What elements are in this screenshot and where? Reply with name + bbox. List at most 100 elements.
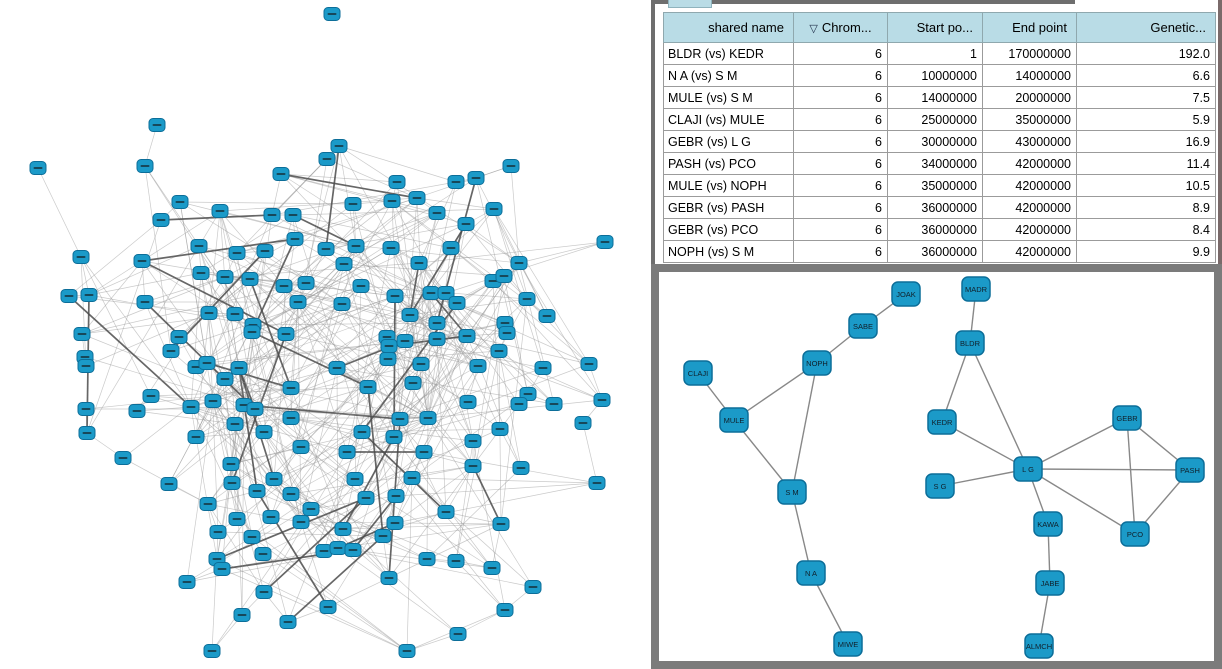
network-node[interactable] — [213, 562, 231, 576]
value-cell[interactable]: 34000000 — [887, 152, 983, 175]
network-node[interactable] — [467, 171, 485, 185]
network-node[interactable]: L G — [1013, 456, 1043, 482]
network-node[interactable] — [329, 541, 347, 555]
network-node[interactable]: GEBR — [1112, 405, 1142, 431]
network-node[interactable] — [491, 422, 509, 436]
value-cell[interactable]: 6 — [793, 240, 888, 263]
value-cell[interactable]: 6.6 — [1076, 64, 1216, 87]
network-node[interactable] — [391, 412, 409, 426]
value-cell[interactable]: 36000000 — [887, 218, 983, 241]
network-node[interactable] — [534, 361, 552, 375]
edge-name-cell[interactable]: NOPH (vs) S M — [663, 240, 794, 263]
value-cell[interactable]: 1 — [887, 42, 983, 65]
value-cell[interactable]: 6 — [793, 152, 888, 175]
value-cell[interactable]: 8.4 — [1076, 218, 1216, 241]
network-node[interactable] — [233, 608, 251, 622]
edge-name-cell[interactable]: MULE (vs) S M — [663, 86, 794, 109]
network-node[interactable] — [170, 330, 188, 344]
network-edge[interactable] — [1027, 417, 1128, 470]
network-node[interactable] — [442, 241, 460, 255]
value-cell[interactable]: 16.9 — [1076, 130, 1216, 153]
column-header-end-point[interactable]: End point — [982, 12, 1077, 43]
network-node[interactable] — [275, 279, 293, 293]
value-cell[interactable]: 8.9 — [1076, 196, 1216, 219]
network-node[interactable] — [396, 334, 414, 348]
network-node[interactable] — [492, 517, 510, 531]
network-node[interactable] — [386, 516, 404, 530]
network-node[interactable] — [317, 242, 335, 256]
network-node[interactable]: JABE — [1035, 570, 1065, 596]
network-node[interactable] — [73, 327, 91, 341]
overview-network-panel[interactable] — [0, 0, 660, 669]
network-node[interactable] — [246, 402, 264, 416]
network-node[interactable]: JOAK — [891, 281, 921, 307]
table-row[interactable]: GEBR (vs) L G 6 30000000 43000000 16.9 — [663, 130, 1216, 153]
network-node[interactable] — [374, 529, 392, 543]
network-node[interactable] — [230, 361, 248, 375]
network-node[interactable] — [318, 152, 336, 166]
value-cell[interactable]: 35000000 — [982, 108, 1077, 131]
network-node[interactable] — [593, 393, 611, 407]
network-node[interactable] — [289, 295, 307, 309]
value-cell[interactable]: 6 — [793, 42, 888, 65]
network-node[interactable] — [114, 451, 132, 465]
network-node[interactable] — [277, 327, 295, 341]
network-node[interactable] — [302, 502, 320, 516]
network-node[interactable] — [292, 440, 310, 454]
value-cell[interactable]: 35000000 — [887, 174, 983, 197]
network-node[interactable] — [248, 484, 266, 498]
network-node[interactable] — [297, 276, 315, 290]
network-node[interactable] — [510, 256, 528, 270]
edge-name-cell[interactable]: BLDR (vs) KEDR — [663, 42, 794, 65]
network-node[interactable] — [512, 461, 530, 475]
value-cell[interactable]: 30000000 — [887, 130, 983, 153]
value-cell[interactable]: 6 — [793, 130, 888, 153]
value-cell[interactable]: 43000000 — [982, 130, 1077, 153]
column-header-chromosome[interactable]: ▽ Chrom... — [793, 12, 888, 43]
network-node[interactable]: MADR — [961, 276, 991, 302]
network-node[interactable] — [428, 206, 446, 220]
network-node[interactable] — [408, 191, 426, 205]
network-node[interactable] — [198, 356, 216, 370]
value-cell[interactable]: 14000000 — [887, 86, 983, 109]
network-node[interactable] — [204, 394, 222, 408]
network-node[interactable] — [171, 195, 189, 209]
edge-name-cell[interactable]: PASH (vs) PCO — [663, 152, 794, 175]
network-node[interactable] — [333, 297, 351, 311]
table-row[interactable]: N A (vs) S M 6 10000000 14000000 6.6 — [663, 64, 1216, 87]
network-node[interactable] — [148, 118, 166, 132]
network-node[interactable]: KAWA — [1033, 511, 1063, 537]
network-node[interactable]: KEDR — [927, 409, 957, 435]
network-node[interactable] — [353, 425, 371, 439]
value-cell[interactable]: 14000000 — [982, 64, 1077, 87]
value-cell[interactable]: 6 — [793, 86, 888, 109]
network-node[interactable] — [359, 380, 377, 394]
value-cell[interactable]: 36000000 — [887, 240, 983, 263]
network-node[interactable] — [256, 244, 274, 258]
network-node[interactable] — [262, 510, 280, 524]
network-edge[interactable] — [1126, 417, 1136, 535]
value-cell[interactable]: 11.4 — [1076, 152, 1216, 175]
network-node[interactable] — [382, 241, 400, 255]
column-header-shared-name[interactable]: shared name — [663, 12, 794, 43]
network-node[interactable] — [415, 445, 433, 459]
network-node[interactable] — [226, 417, 244, 431]
network-node[interactable] — [282, 411, 300, 425]
network-node[interactable] — [412, 357, 430, 371]
network-node[interactable] — [223, 476, 241, 490]
network-node[interactable] — [330, 139, 348, 153]
table-row[interactable]: MULE (vs) NOPH 6 35000000 42000000 10.5 — [663, 174, 1216, 197]
network-node[interactable] — [286, 232, 304, 246]
network-node[interactable] — [29, 161, 47, 175]
network-node[interactable] — [160, 477, 178, 491]
value-cell[interactable]: 5.9 — [1076, 108, 1216, 131]
network-node[interactable]: MULE — [719, 407, 749, 433]
network-node[interactable]: N A — [796, 560, 826, 586]
network-node[interactable] — [596, 235, 614, 249]
network-node[interactable] — [385, 430, 403, 444]
network-node[interactable] — [437, 505, 455, 519]
value-cell[interactable]: 25000000 — [887, 108, 983, 131]
network-edge[interactable] — [1027, 468, 1191, 471]
network-node[interactable] — [524, 580, 542, 594]
network-node[interactable]: MIWE — [833, 631, 863, 657]
